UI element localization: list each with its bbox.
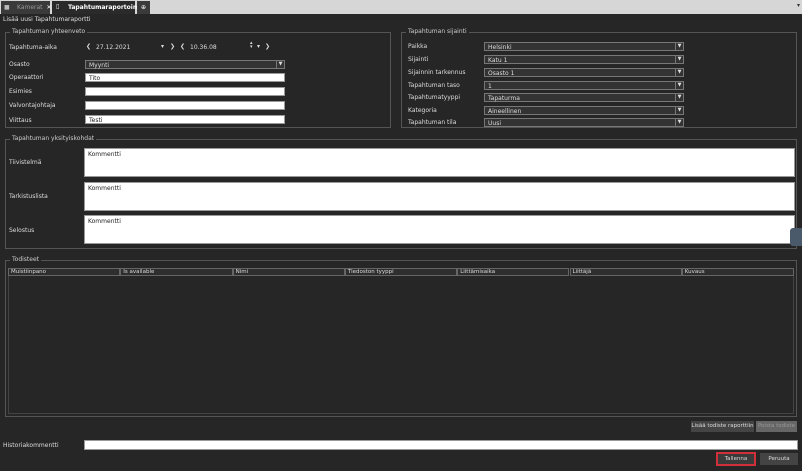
side-panel-handle[interactable]: [790, 228, 802, 246]
field-label: Tapahtumatyyppi: [408, 94, 461, 101]
valvontajohtaja-input[interactable]: [85, 101, 285, 110]
location-select[interactable]: Katu 1 ▼: [484, 55, 684, 64]
field-label: Operaattori: [9, 74, 44, 81]
field-label: Kategoria: [408, 107, 437, 114]
tab-tapahtumaraportointi[interactable]: ▯ Tapahtumaraportointi✕: [52, 1, 151, 14]
page-title: Lisää uusi Tapahtumaraportti: [3, 16, 91, 23]
chevron-down-icon: ▼: [675, 56, 683, 63]
history-comment-input[interactable]: [84, 440, 798, 450]
section-legend: Tapahtuman yksityiskohdat: [10, 135, 97, 142]
location-select[interactable]: Helsinki ▼: [484, 42, 684, 51]
tab-kamerat[interactable]: ■ Kamerat ✕: [1, 1, 52, 14]
location-select[interactable]: Osasto 1 ▼: [484, 68, 684, 77]
location-select[interactable]: Uusi ▼: [484, 118, 684, 127]
add-evidence-button[interactable]: Lisää todiste raporttiin: [691, 421, 754, 432]
save-button[interactable]: Tallenna: [716, 452, 756, 466]
field-label: Viittaus: [9, 117, 32, 124]
field-label: Tapahtuman tila: [408, 119, 457, 126]
time-spinner[interactable]: ▴ ▾: [250, 40, 253, 50]
column-header[interactable]: Muistiinpano: [8, 268, 121, 276]
column-header[interactable]: Nimi: [232, 268, 345, 276]
viittaus-input[interactable]: Testi: [85, 115, 285, 124]
prev-date-button[interactable]: ❮: [86, 43, 92, 50]
field-label: Selostus: [9, 227, 35, 234]
chevron-down-icon: ▼: [675, 82, 683, 89]
department-select[interactable]: Myynti ▼: [85, 60, 285, 69]
column-header[interactable]: Is available: [120, 268, 233, 276]
details-section: Tapahtuman yksityiskohdat: [5, 135, 797, 249]
column-header[interactable]: Tiedoston tyyppi: [344, 268, 458, 276]
tiivistelma-textarea[interactable]: Kommentti: [84, 148, 795, 177]
select-value: Uusi: [488, 120, 501, 127]
column-header[interactable]: Kuvaus: [681, 268, 795, 276]
document-icon: ▯: [56, 3, 60, 10]
chevron-down-icon[interactable]: ▾: [257, 43, 261, 50]
location-section: Tapahtuman sijainti: [401, 28, 797, 128]
chevron-down-icon: ▼: [675, 69, 683, 76]
column-header[interactable]: Liittäjä: [569, 268, 682, 276]
esimies-input[interactable]: [85, 87, 285, 96]
chevron-down-icon: ▼: [675, 94, 683, 101]
chevron-down-icon: ▼: [675, 119, 683, 126]
select-value: 1: [488, 83, 492, 90]
history-label: Historiakommentti: [3, 442, 59, 449]
field-label: Sijainti: [408, 56, 429, 63]
field-label: Tarkistuslista: [9, 193, 48, 200]
field-label: Sijainnin tarkennus: [408, 69, 466, 76]
prev-time-button[interactable]: ❮: [180, 43, 186, 50]
chevron-down-icon: ▼: [276, 61, 284, 68]
department-label: Osasto: [9, 61, 30, 68]
select-value: Helsinki: [488, 44, 512, 51]
evidence-section: Todisteet: [5, 256, 797, 417]
select-value: Aineellinen: [488, 108, 522, 115]
close-icon[interactable]: ✕: [46, 4, 52, 11]
select-value: Myynti: [89, 62, 110, 69]
field-label: Tapahtuman taso: [408, 82, 460, 89]
tab-label: Kamerat: [17, 4, 43, 11]
select-value: Tapaturma: [488, 95, 520, 102]
location-select[interactable]: Tapaturma ▼: [484, 93, 684, 102]
column-header[interactable]: Liittämisaika: [457, 268, 570, 276]
chevron-down-icon: ▼: [675, 107, 683, 114]
summary-section: Tapahtuman yhteenveto: [5, 28, 391, 128]
time-picker[interactable]: 10.36.08: [190, 44, 217, 51]
chevron-down-icon[interactable]: ▾: [161, 43, 165, 50]
time-label: Tapahtuma-aika: [9, 44, 57, 51]
field-label: Paikka: [408, 43, 428, 50]
next-time-button[interactable]: ❯: [265, 43, 271, 50]
next-date-button[interactable]: ❯: [170, 43, 176, 50]
date-picker[interactable]: 27.12.2021: [96, 44, 131, 51]
select-value: Katu 1: [488, 57, 508, 64]
location-select[interactable]: 1 ▼: [484, 81, 684, 90]
field-label: Esimies: [9, 88, 32, 95]
select-value: Osasto 1: [488, 70, 515, 77]
field-label: Valvontajohtaja: [9, 102, 56, 109]
section-legend: Tapahtuman sijainti: [406, 28, 469, 35]
section-legend: Todisteet: [10, 256, 42, 263]
tab-label: Tapahtumaraportointi: [68, 4, 143, 11]
cancel-button[interactable]: Peruuta: [760, 453, 798, 465]
remove-evidence-button[interactable]: Poista todiste: [756, 421, 797, 432]
location-select[interactable]: Aineellinen ▼: [484, 106, 684, 115]
operaattori-input[interactable]: Tito: [85, 73, 285, 82]
chevron-down-icon[interactable]: ▾: [796, 2, 800, 9]
tarkistuslista-textarea[interactable]: Kommentti: [84, 182, 795, 211]
evidence-table-body: [8, 276, 794, 414]
selostus-textarea[interactable]: Kommentti: [84, 215, 795, 244]
section-legend: Tapahtuman yhteenveto: [10, 28, 88, 35]
add-tab-button[interactable]: ⊕: [137, 1, 150, 14]
chevron-down-icon: ▼: [675, 43, 683, 50]
field-label: Tiivistelmä: [9, 159, 42, 166]
camera-icon: ■: [4, 4, 10, 11]
tab-bar: ■ Kamerat✕ ▯ Tapahtumaraportointi✕ ⊕ ▾: [0, 0, 802, 14]
